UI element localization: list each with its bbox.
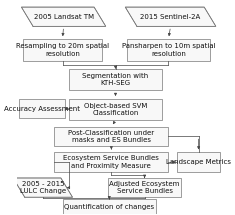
Text: 2015 Sentinel-2A: 2015 Sentinel-2A	[141, 14, 201, 20]
FancyBboxPatch shape	[69, 99, 162, 120]
Text: Resampling to 20m spatial
resolution: Resampling to 20m spatial resolution	[16, 43, 109, 57]
FancyBboxPatch shape	[69, 69, 162, 91]
FancyBboxPatch shape	[23, 39, 102, 60]
FancyBboxPatch shape	[54, 152, 168, 172]
FancyBboxPatch shape	[177, 152, 220, 172]
Polygon shape	[125, 7, 216, 26]
Text: Adjusted Ecosystem
Service Bundles: Adjusted Ecosystem Service Bundles	[110, 181, 180, 194]
FancyBboxPatch shape	[108, 178, 181, 197]
Text: Post-Classification under
masks and ES Bundles: Post-Classification under masks and ES B…	[68, 130, 154, 143]
Text: Landscape Metrics: Landscape Metrics	[166, 159, 231, 165]
FancyBboxPatch shape	[63, 199, 156, 214]
Text: Segmentation with
KTH-SEG: Segmentation with KTH-SEG	[82, 73, 149, 86]
Text: Quantification of changes: Quantification of changes	[64, 204, 154, 210]
FancyBboxPatch shape	[19, 99, 65, 118]
Polygon shape	[13, 178, 73, 197]
Text: Pansharpen to 10m spatial
resolution: Pansharpen to 10m spatial resolution	[122, 43, 215, 57]
FancyBboxPatch shape	[127, 39, 210, 60]
Text: Object-based SVM
Classification: Object-based SVM Classification	[84, 103, 147, 116]
Polygon shape	[21, 7, 106, 26]
Text: Accuracy Assessment: Accuracy Assessment	[4, 106, 80, 112]
FancyBboxPatch shape	[54, 127, 168, 146]
Text: Ecosystem Service Bundles
and Proximity Measure: Ecosystem Service Bundles and Proximity …	[63, 155, 159, 169]
Text: 2005 - 2015
LULC Change: 2005 - 2015 LULC Change	[20, 181, 66, 194]
Text: 2005 Landsat TM: 2005 Landsat TM	[34, 14, 94, 20]
